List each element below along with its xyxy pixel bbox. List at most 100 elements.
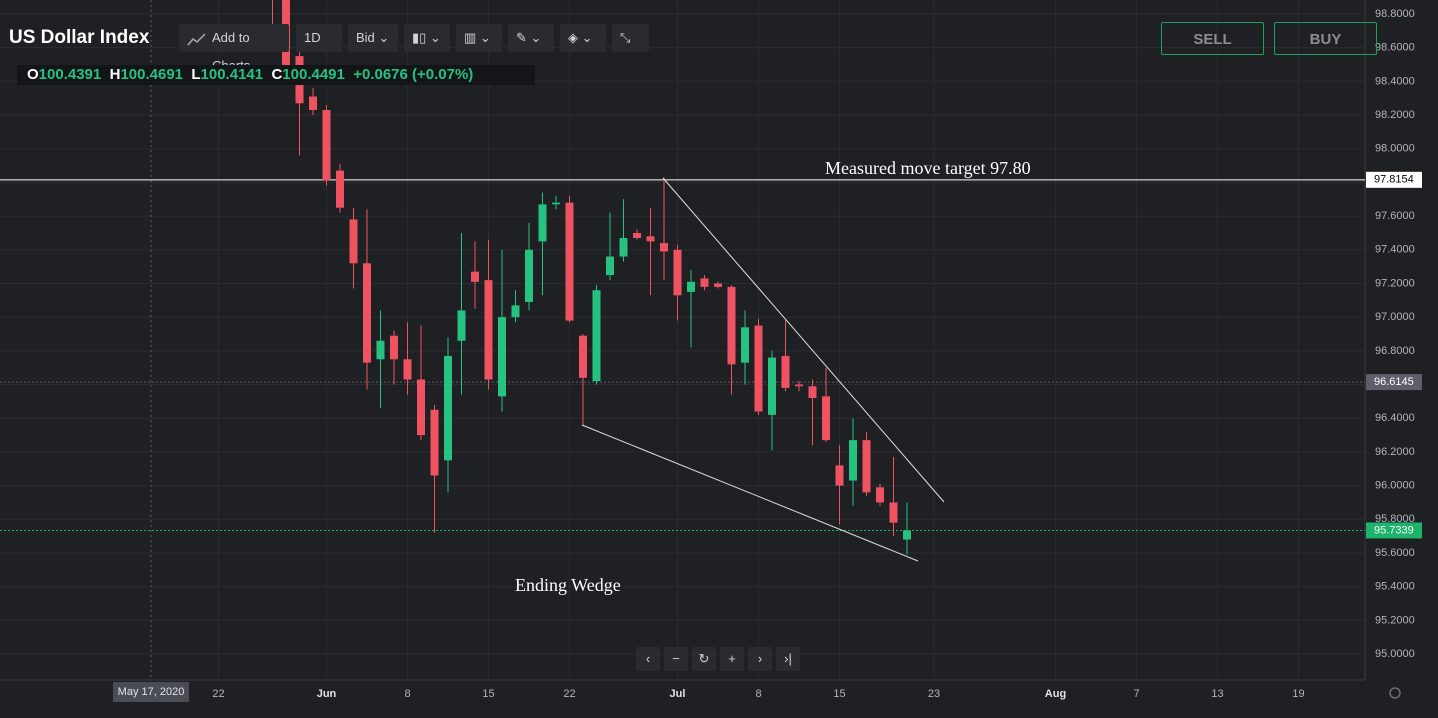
y-tick-label: 98.4000 [1375, 75, 1415, 87]
candle-body [903, 530, 911, 540]
candle-body [727, 286, 736, 365]
candle-body [592, 290, 601, 382]
candle-body [673, 249, 682, 296]
scroll-left[interactable]: ‹ [636, 647, 660, 671]
candle-body [538, 204, 547, 242]
drawing-tools[interactable]: ✎ ⌄ [508, 24, 554, 52]
candle-body [336, 170, 344, 208]
y-tick-label: 95.4000 [1375, 581, 1415, 593]
candle-body [835, 465, 844, 486]
candle-body [714, 283, 722, 287]
candle-body [660, 243, 668, 252]
fullscreen[interactable]: ⤡ [612, 24, 649, 52]
x-tick-label: 22 [212, 688, 224, 700]
candle-body [511, 305, 520, 318]
x-tick-label: May 17, 2020 [118, 686, 185, 698]
x-tick-label: 8 [755, 688, 761, 700]
candle-body [619, 238, 628, 257]
layers[interactable]: ◈ ⌄ [560, 24, 606, 52]
candle-body [498, 317, 506, 397]
add-icon [187, 33, 206, 46]
candle-body [309, 96, 317, 110]
l-value: 100.4141 [200, 66, 264, 83]
candle-body [741, 327, 749, 363]
annotation: Measured move target 97.80 [825, 158, 1031, 178]
x-tick-label: 23 [928, 688, 940, 700]
scroll-right[interactable]: › [748, 647, 772, 671]
price-label: 97.8154 [1374, 174, 1414, 186]
o-label: O [27, 66, 39, 83]
interval-select[interactable]: 1D ⌄ [296, 24, 342, 73]
sell-button[interactable]: SELL [1161, 22, 1264, 55]
candle-body [444, 355, 452, 461]
h-value: 100.4691 [120, 66, 184, 83]
candle-body [781, 355, 790, 388]
candle-body [484, 280, 493, 380]
x-tick-label: 22 [563, 688, 575, 700]
price-label: 95.7339 [1374, 524, 1414, 536]
l-label: L [191, 66, 201, 83]
candle-body [579, 335, 587, 378]
y-tick-label: 98.6000 [1375, 42, 1415, 54]
c-value: 100.4491 [282, 66, 345, 83]
x-tick-label: Jul [670, 688, 686, 700]
reset[interactable]: ↻ [692, 647, 716, 671]
change: +0.0676 (+0.07%) [353, 66, 474, 83]
zoom-out[interactable]: − [664, 647, 688, 671]
scroll-end[interactable]: ›| [776, 647, 800, 671]
y-tick-label: 98.8000 [1375, 8, 1415, 20]
candle-body [849, 440, 857, 481]
chart-type[interactable]: ▮▯ ⌄ [404, 24, 450, 52]
candle-body [457, 310, 466, 341]
annotation: Ending Wedge [515, 575, 621, 595]
candle-body [768, 357, 776, 415]
x-tick-label: 15 [482, 688, 494, 700]
x-tick-label: Jun [317, 688, 337, 700]
candle-body [376, 340, 385, 360]
add-to-charts[interactable]: Add to Charts [179, 24, 289, 73]
candle-body [349, 219, 358, 264]
c-label: C [271, 66, 283, 83]
candle-body [862, 440, 871, 493]
x-crosshair-box [113, 682, 189, 702]
candle-body [322, 109, 331, 181]
candle-body [808, 386, 817, 399]
y-tick-label: 96.2000 [1375, 446, 1415, 458]
buy-button[interactable]: BUY [1274, 22, 1377, 55]
candle-body [633, 232, 641, 239]
settings-icon[interactable] [1389, 687, 1401, 699]
candle-body [471, 271, 479, 282]
y-tick-label: 95.0000 [1375, 648, 1415, 660]
ohlc-legend: O100.4391 H100.4691 L100.4141 C100.4491 … [17, 65, 535, 85]
indicators[interactable]: ▥ ⌄ [456, 24, 502, 52]
candle-body [754, 325, 763, 412]
candle-body [700, 278, 709, 287]
zoom-in[interactable]: + [720, 647, 744, 671]
candle-body [363, 263, 371, 363]
price-axis-bg [1365, 0, 1438, 718]
candle-body [646, 236, 655, 242]
y-tick-label: 98.0000 [1375, 143, 1415, 155]
y-tick-label: 97.6000 [1375, 210, 1415, 222]
price-type-select[interactable]: Bid ⌄ [348, 24, 398, 52]
candle-body [889, 502, 898, 523]
price-label-box [1366, 374, 1422, 391]
candle-body [525, 249, 533, 303]
candle-body [606, 256, 614, 276]
y-tick-label: 98.2000 [1375, 109, 1415, 121]
y-tick-label: 95.6000 [1375, 547, 1415, 559]
y-tick-label: 96.4000 [1375, 412, 1415, 424]
x-tick-label: 8 [404, 688, 410, 700]
candle-body [795, 384, 803, 387]
candle-body [403, 359, 412, 380]
candle-body [687, 281, 695, 292]
y-tick-label: 97.0000 [1375, 311, 1415, 323]
x-tick-label: Aug [1045, 688, 1066, 700]
x-tick-label: 7 [1133, 688, 1139, 700]
y-tick-label: 97.2000 [1375, 277, 1415, 289]
x-tick-label: 19 [1292, 688, 1304, 700]
candle-body [552, 202, 560, 205]
x-tick-label: 13 [1211, 688, 1223, 700]
interval: 1D [304, 30, 321, 45]
